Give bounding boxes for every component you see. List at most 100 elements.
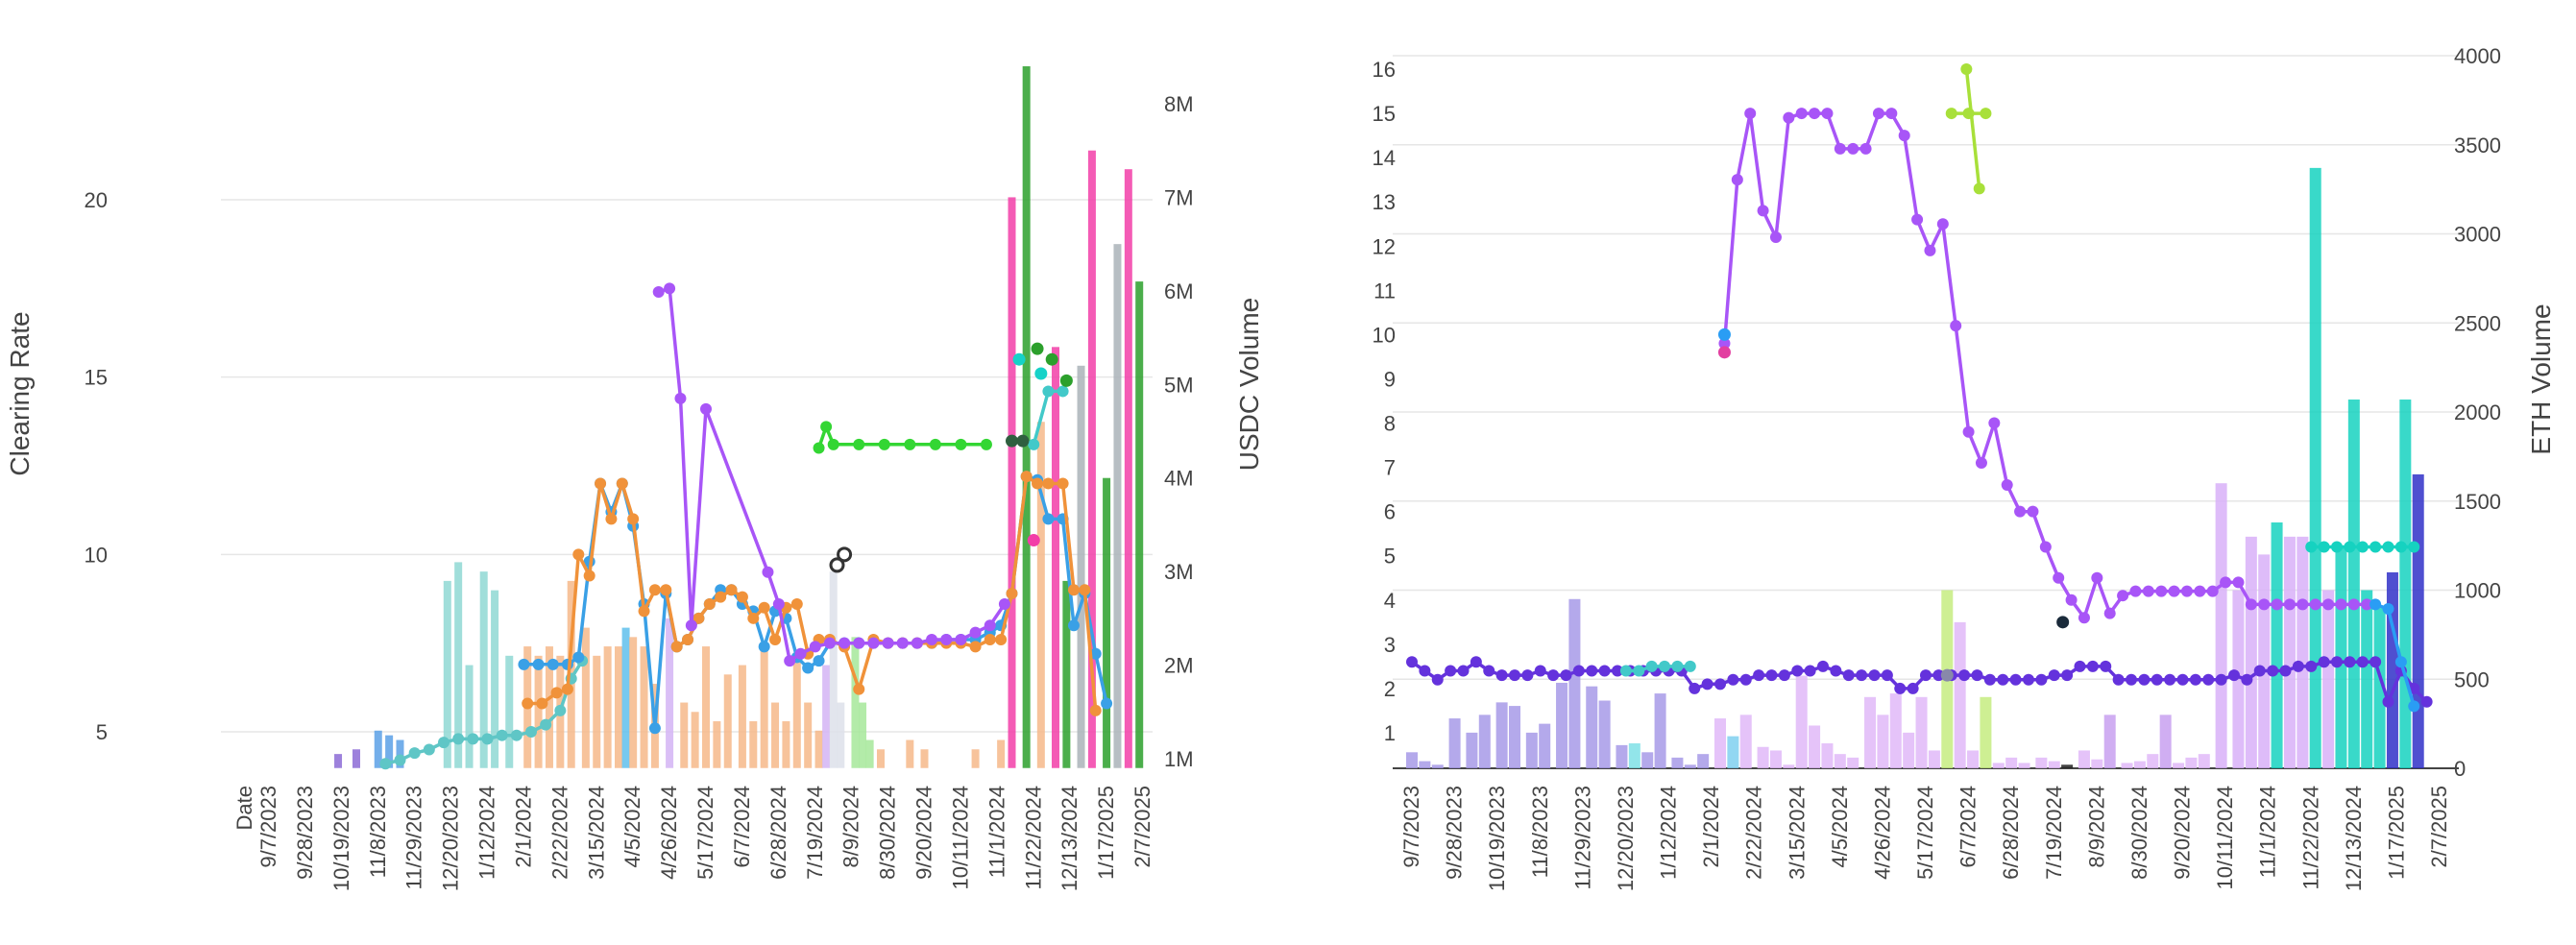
rate-point xyxy=(2258,598,2271,611)
x-tick-label: 1/12/2024 xyxy=(475,786,499,880)
x-tick-label: 10/19/2023 xyxy=(1485,786,1509,891)
rate-point xyxy=(998,598,1010,611)
rate-point xyxy=(2318,541,2330,553)
rate-point xyxy=(2202,673,2215,686)
rate-point xyxy=(550,687,563,699)
rate-point xyxy=(1804,665,1816,677)
y2-tick-label: 3000 xyxy=(2454,223,2501,247)
rate-point xyxy=(2009,673,2022,686)
rate-point xyxy=(2112,673,2125,686)
volume-bar xyxy=(1419,761,1431,768)
rate-point xyxy=(1067,619,1080,632)
volume-bar xyxy=(702,646,710,768)
y-tick-label: 16 xyxy=(1373,58,1396,82)
y2-tick-label: 2M xyxy=(1164,654,1194,678)
rate-point xyxy=(1950,320,1962,332)
rate-point xyxy=(2176,673,2189,686)
rate-point xyxy=(595,477,607,490)
volume-bar xyxy=(1478,715,1491,768)
volume-bar xyxy=(1727,736,1739,768)
volume-bar xyxy=(1008,197,1016,768)
rate-point xyxy=(2091,571,2103,584)
x-tick-label: 11/1/2024 xyxy=(2256,786,2280,878)
volume-bar xyxy=(1821,743,1834,768)
rate-point xyxy=(1783,111,1795,124)
volume-bar xyxy=(2245,536,2257,768)
rate-point xyxy=(1701,678,1713,691)
rate-point xyxy=(1753,669,1765,682)
y2-axis-title: ETH Volume xyxy=(2526,303,2556,454)
rate-point xyxy=(2344,541,2356,553)
rate-point xyxy=(2292,660,2304,672)
rate-point xyxy=(2253,665,2266,677)
y-tick-label: 3 xyxy=(1384,633,1396,657)
volume-bar xyxy=(2258,554,2271,768)
rate-point xyxy=(2267,665,2279,677)
rate-point xyxy=(853,683,865,695)
x-tick-label: 8/30/2024 xyxy=(876,786,900,880)
volume-bar xyxy=(760,646,768,768)
volume-bar xyxy=(2091,759,2103,768)
volume-bar xyxy=(1036,422,1045,768)
rate-point xyxy=(1689,682,1701,694)
rate-point xyxy=(2408,700,2420,713)
y-tick-label: 5 xyxy=(96,720,108,744)
volume-bar xyxy=(1568,598,1581,768)
volume-bar xyxy=(1769,750,1782,768)
volume-bar xyxy=(1052,347,1059,768)
volume-bar xyxy=(2048,761,2060,768)
rate-point xyxy=(2271,598,2283,611)
volume-bar xyxy=(1616,744,1628,768)
rate-point xyxy=(2297,598,2309,611)
rate-point xyxy=(525,726,537,738)
rate-point xyxy=(1495,669,1508,682)
rate-point xyxy=(1445,665,1457,677)
rate-point xyxy=(2065,594,2078,606)
rate-point xyxy=(2138,673,2151,686)
y-tick-label: 11 xyxy=(1373,279,1396,303)
x-tick-label: 11/29/2023 xyxy=(1570,786,1594,889)
rate-point xyxy=(955,633,967,645)
rate-point xyxy=(1612,665,1623,677)
volume-bar xyxy=(723,674,732,768)
volume-bar xyxy=(545,646,553,768)
x-tick-label: 2/1/2024 xyxy=(511,786,535,868)
rate-point xyxy=(438,737,450,749)
rate-point xyxy=(926,633,938,645)
x-tick-label: 4/5/2024 xyxy=(620,786,644,868)
volume-bar xyxy=(997,739,1006,768)
rate-point xyxy=(1817,660,1829,672)
rate-point xyxy=(1101,697,1113,710)
rate-point xyxy=(1983,673,1996,686)
rate-point xyxy=(1717,346,1731,359)
volume-bar xyxy=(2005,757,2018,768)
volume-bar xyxy=(792,655,801,768)
volume-bar xyxy=(2322,590,2335,768)
rate-point xyxy=(1885,108,1898,120)
rate-point xyxy=(664,282,676,295)
rate-point xyxy=(809,641,821,653)
rate-point xyxy=(2408,541,2420,553)
rate-point xyxy=(1911,213,1924,226)
rate-point xyxy=(700,402,712,415)
rate-point xyxy=(1830,665,1842,677)
rate-point xyxy=(1521,669,1534,682)
rate-point xyxy=(467,733,479,745)
rate-point xyxy=(2001,479,2013,492)
rate-point xyxy=(829,557,845,573)
y2-tick-label: 0 xyxy=(2454,757,2466,781)
rate-point xyxy=(984,633,996,645)
x-tick-label: 8/30/2024 xyxy=(2127,786,2151,880)
rate-point xyxy=(940,633,953,645)
rate-point xyxy=(2369,656,2382,668)
volume-bar xyxy=(1903,732,1915,768)
rate-point xyxy=(2369,598,2382,611)
x-tick-label: 11/8/2023 xyxy=(366,786,390,878)
x-tick-label: 12/20/2023 xyxy=(439,786,463,891)
rate-point xyxy=(2164,673,2176,686)
rate-point xyxy=(2103,607,2116,619)
rate-point xyxy=(725,584,738,596)
rate-point xyxy=(1791,665,1804,677)
rate-point xyxy=(896,637,909,649)
rate-point xyxy=(1006,434,1018,448)
